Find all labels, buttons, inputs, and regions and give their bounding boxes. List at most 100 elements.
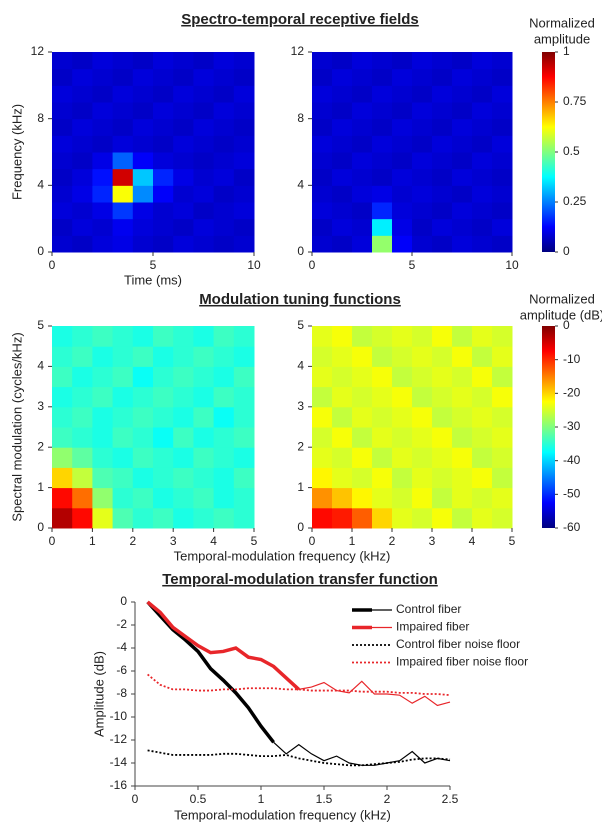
heatmap-cell <box>92 427 114 448</box>
heatmap-cell <box>52 507 73 529</box>
heatmap-cell <box>132 406 154 428</box>
x-axis-label: Temporal-modulation frequency (kHz) <box>174 807 391 822</box>
heatmap-cell <box>112 85 134 103</box>
heatmap-cell <box>112 406 134 428</box>
heatmap-cell <box>392 487 413 509</box>
heatmap-cell <box>112 202 134 220</box>
heatmap-cell <box>372 202 393 220</box>
heatmap-cell <box>173 218 194 236</box>
heatmap-cell <box>332 427 353 448</box>
heatmap-cell <box>432 447 453 468</box>
heatmap-cell <box>112 185 134 203</box>
heatmap-cell <box>173 52 194 70</box>
legend-label: Impaired fiber noise floor <box>396 655 528 669</box>
heatmap-cell <box>332 386 353 408</box>
heatmap-cell <box>213 487 235 509</box>
heatmap-cell <box>132 427 154 448</box>
heatmap-cell <box>132 326 154 347</box>
heatmap-cell <box>72 185 93 203</box>
heatmap-cell <box>52 135 73 153</box>
heatmap-cell <box>312 346 333 367</box>
heatmap-cell <box>372 427 393 448</box>
heatmap-cell <box>92 235 114 253</box>
heatmap-cell <box>72 366 93 388</box>
heatmap-cell <box>112 326 134 347</box>
heatmap-cell <box>132 118 154 136</box>
heatmap-cell <box>372 326 393 347</box>
heatmap-cell <box>352 102 373 120</box>
heatmap-cell <box>432 467 453 489</box>
heatmap-cell <box>312 487 333 509</box>
heatmap-cell <box>352 185 373 203</box>
heatmap-cell <box>372 185 393 203</box>
colorbar-tick-label: 0.75 <box>563 94 587 108</box>
colorbar-tick-label: -10 <box>563 352 581 366</box>
series-line <box>273 741 451 766</box>
heatmap-cell <box>452 202 473 220</box>
x-tick-label: 10 <box>247 258 261 272</box>
heatmap-cell <box>52 235 73 253</box>
heatmap-cell <box>213 185 235 203</box>
y-tick-label: 2 <box>297 439 304 453</box>
heatmap-cell <box>92 406 114 428</box>
heatmap-cell <box>492 52 513 70</box>
heatmap-cell <box>412 152 433 170</box>
heatmap-cell <box>52 366 73 388</box>
heatmap-cell <box>432 52 453 70</box>
heatmap-cell <box>213 346 235 367</box>
series-line <box>147 749 451 767</box>
heatmap-cell <box>153 152 174 170</box>
heatmap-cell <box>472 487 493 509</box>
heatmap-cell <box>412 168 433 186</box>
heatmap-cell <box>472 218 493 236</box>
colorbar-label: Normalized <box>529 15 595 30</box>
heatmap-cell <box>332 406 353 428</box>
heatmap-cell <box>472 366 493 388</box>
heatmap-cell <box>132 202 154 220</box>
y-tick-label: 12 <box>291 44 305 58</box>
heatmap-cell <box>332 118 353 136</box>
heatmap-cell <box>213 68 235 86</box>
heatmap-cell <box>432 68 453 86</box>
y-tick-label: 4 <box>37 178 44 192</box>
heatmap-cell <box>432 185 453 203</box>
x-axis-label: Time (ms) <box>124 272 182 287</box>
y-tick-label: 8 <box>37 111 44 125</box>
heatmap-cell <box>472 85 493 103</box>
heatmap-cell <box>72 52 93 70</box>
heatmap-cell <box>233 152 255 170</box>
heatmap-cell <box>173 102 194 120</box>
heatmap-cell <box>472 346 493 367</box>
heatmap-cell <box>193 68 215 86</box>
heatmap-cell <box>412 235 433 253</box>
heatmap-cell <box>72 168 93 186</box>
heatmap-cell <box>412 118 433 136</box>
heatmap-cell <box>72 386 93 408</box>
heatmap-cell <box>372 102 393 120</box>
heatmap-cell <box>112 427 134 448</box>
heatmap-cell <box>233 68 255 86</box>
heatmap-cell <box>372 218 393 236</box>
heatmap-cell <box>472 202 493 220</box>
heatmap-cell <box>112 467 134 489</box>
heatmap-cell <box>332 467 353 489</box>
heatmap-cell <box>392 235 413 253</box>
heatmap-cell <box>132 52 154 70</box>
heatmap-cell <box>332 202 353 220</box>
heatmap-cell <box>312 202 333 220</box>
heatmap-cell <box>312 406 333 428</box>
heatmap-cell <box>233 386 255 408</box>
heatmap-cell <box>233 168 255 186</box>
heatmap-cell <box>372 52 393 70</box>
heatmap-cell <box>92 185 114 203</box>
heatmap-cell <box>233 202 255 220</box>
heatmap-cell <box>352 218 373 236</box>
colorbar-tick-label: -20 <box>563 386 581 400</box>
heatmap-cell <box>193 487 215 509</box>
heatmap-cell <box>412 427 433 448</box>
heatmap-cell <box>132 487 154 509</box>
heatmap-cell <box>92 386 114 408</box>
heatmap-cell <box>432 326 453 347</box>
heatmap-cell <box>492 346 513 367</box>
heatmap-cell <box>72 447 93 468</box>
